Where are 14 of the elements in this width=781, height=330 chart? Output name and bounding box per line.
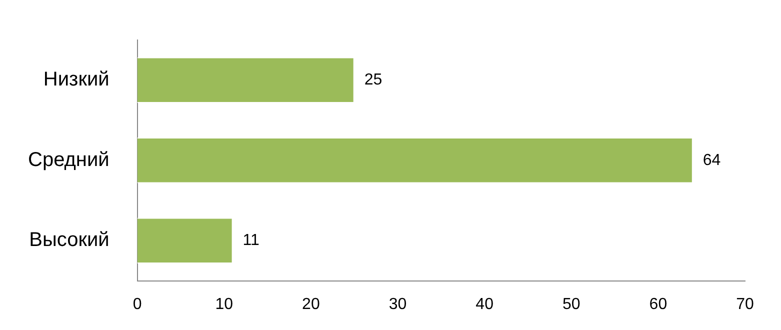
data-label: 25 — [364, 72, 382, 89]
x-tick-label: 50 — [562, 296, 580, 313]
x-tick-label: 30 — [388, 296, 407, 313]
data-label: 11 — [242, 232, 260, 250]
y-tick-label: Высокий — [29, 229, 110, 252]
x-tick-label: 10 — [215, 296, 234, 313]
x-tick-label: 40 — [476, 296, 494, 313]
x-tick-label: 0 — [132, 296, 142, 313]
y-tick-label: Низкий — [43, 68, 110, 91]
data-label: 64 — [702, 152, 721, 169]
x-tick-label: 60 — [649, 296, 668, 313]
x-tick-label: 20 — [302, 296, 320, 313]
y-tick-label: Средний — [28, 148, 110, 171]
x-tick-label: 70 — [736, 296, 754, 313]
